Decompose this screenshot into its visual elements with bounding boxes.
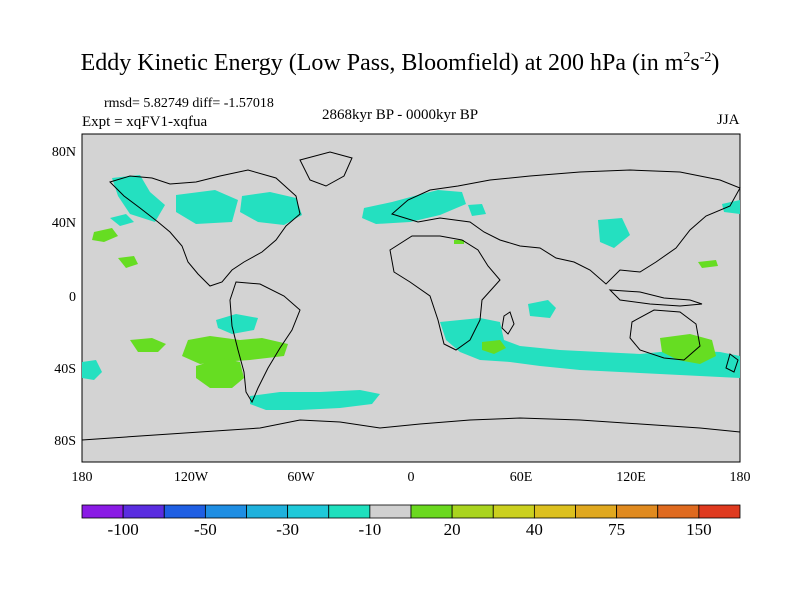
anomaly-patch <box>440 318 740 378</box>
anomaly-patch <box>112 175 165 222</box>
colorbar-swatch <box>163 504 206 519</box>
lat-tick-80s: 80S <box>54 434 76 449</box>
colorbar-label: -30 <box>276 520 299 539</box>
chart-title: Eddy Kinetic Energy (Low Pass, Bloomfiel… <box>80 50 720 76</box>
coastline-greenland <box>299 151 353 187</box>
anomaly-patch <box>528 300 556 318</box>
colorbar-label: -10 <box>358 520 382 539</box>
anomaly-patch <box>250 390 380 410</box>
colorbar-label: -50 <box>194 520 217 539</box>
colorbar-swatch <box>451 504 494 519</box>
anomaly-patch <box>182 336 288 364</box>
anomaly-patch <box>698 260 718 268</box>
colorbar-swatch <box>657 504 700 519</box>
negative-anomaly-regions <box>82 175 740 410</box>
anomaly-patch <box>598 218 630 248</box>
lon-tick-180e: 180 <box>729 470 751 485</box>
anomaly-patch <box>660 334 716 364</box>
coastline-new-zealand <box>725 353 739 373</box>
coastline-australia <box>629 309 701 361</box>
anomaly-patch <box>454 240 464 244</box>
colorbar-label: -100 <box>107 520 139 539</box>
anomaly-patch <box>130 338 166 352</box>
lat-tick-40n: 40N <box>51 216 76 231</box>
anomaly-patch <box>216 314 258 334</box>
lon-tick-60w: 60W <box>287 470 315 485</box>
colorbar-swatch <box>369 504 412 519</box>
colorbar-label: 20 <box>443 520 461 539</box>
anomaly-patch <box>176 190 238 224</box>
anomaly-patch <box>196 358 244 388</box>
colorbar-swatch <box>410 504 453 519</box>
colorbar-swatch <box>122 504 165 519</box>
anomaly-patch <box>82 360 102 380</box>
coastline-africa <box>389 235 501 351</box>
colorbar-label: 150 <box>686 520 712 539</box>
colorbar-swatch <box>204 504 247 519</box>
lon-tick-120e: 120E <box>616 470 646 485</box>
lon-tick-180w: 180 <box>71 470 93 485</box>
colorbar-swatch <box>698 504 741 519</box>
stats-label: rmsd= 5.82749 diff= -1.57018 <box>104 96 274 111</box>
colorbar-swatch <box>287 504 330 519</box>
coastline-madagascar <box>501 311 515 335</box>
colorbar-swatch <box>616 504 659 519</box>
colorbar-swatch <box>328 504 371 519</box>
lat-tick-40s: 40S <box>54 362 76 377</box>
coastline-north-america <box>109 169 301 287</box>
colorbar-swatch <box>246 504 289 519</box>
season-label: JJA <box>717 112 740 128</box>
colorbar-swatch <box>575 504 618 519</box>
anomaly-patch <box>468 204 486 216</box>
lon-tick-0: 0 <box>407 470 415 485</box>
coastlines <box>81 151 741 441</box>
period-label: 2868kyr BP - 0000kyr BP <box>322 107 479 123</box>
coastline-antarctica <box>81 417 741 441</box>
colorbar-swatch <box>81 504 124 519</box>
map-background <box>81 133 741 463</box>
coastline-south-america <box>229 281 301 404</box>
colorbar-label: 75 <box>608 520 626 539</box>
anomaly-patch <box>92 228 118 242</box>
coastline-indonesia <box>608 289 703 307</box>
coastline-eurasia <box>390 169 741 285</box>
anomaly-patch <box>722 200 740 214</box>
anomaly-patch <box>118 256 138 268</box>
colorbar-label: 40 <box>525 520 543 539</box>
lat-tick-0: 0 <box>69 290 76 305</box>
anomaly-patch <box>362 190 466 224</box>
positive-anomaly-regions <box>92 228 718 388</box>
experiment-label: Expt = xqFV1-xqfua <box>82 114 208 130</box>
lon-tick-60e: 60E <box>509 470 533 485</box>
anomaly-patch <box>240 192 302 225</box>
colorbar <box>81 504 741 519</box>
anomaly-patch <box>482 340 506 354</box>
anomaly-patch <box>110 214 134 226</box>
lat-tick-80n: 80N <box>51 145 76 160</box>
colorbar-swatch <box>533 504 576 519</box>
colorbar-swatch <box>492 504 535 519</box>
lon-tick-120w: 120W <box>173 470 209 485</box>
